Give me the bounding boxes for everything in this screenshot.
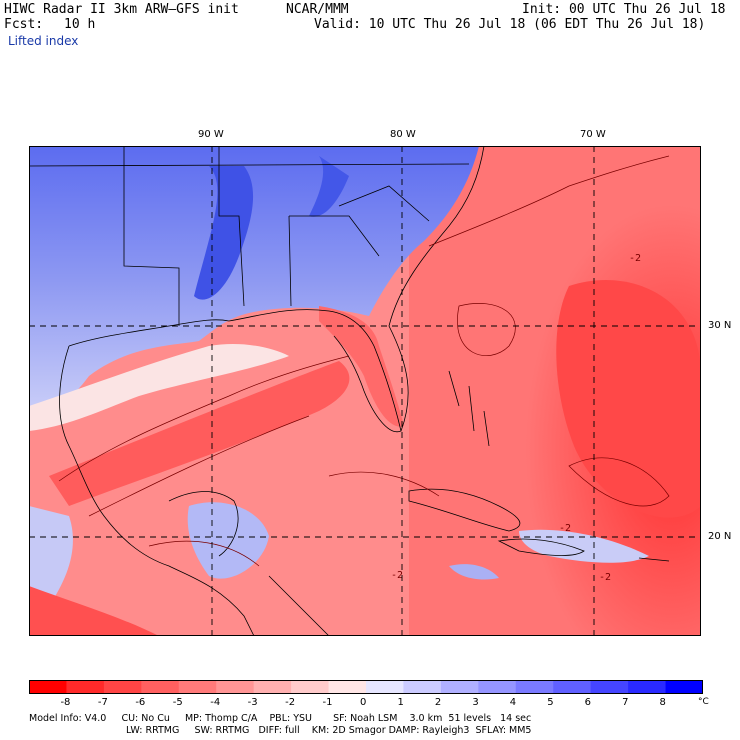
pacific-red-patch [29, 586, 159, 636]
coastlines [29, 146, 670, 636]
colorbar-swatch [328, 680, 367, 694]
caribbean-blue-patch [519, 529, 649, 563]
colorbar-tick-label: -1 [322, 697, 333, 708]
lat-label-20n: 20 N [708, 531, 732, 542]
colorbar-tick-label: -7 [97, 697, 108, 708]
colorbar-swatch [553, 680, 592, 694]
colorbar-swatch [403, 680, 442, 694]
colorbar-swatch [590, 680, 629, 694]
lon-label-70w: 70 W [580, 129, 606, 140]
colorbar-frame [29, 680, 703, 694]
colorbar-tick-label: -3 [247, 697, 258, 708]
colorbar-tick-label: -5 [172, 697, 183, 708]
colorbar-tick-label: -4 [210, 697, 221, 708]
colorbar-swatch [628, 680, 667, 694]
model-title: HIWC Radar II 3km ARW–GFS init [4, 2, 239, 17]
colorbar-swatch [216, 680, 255, 694]
colorbar-swatch [366, 680, 404, 694]
us-land-region [29, 146, 479, 411]
colorbar-tick-label: 3 [472, 697, 479, 708]
colorbar-tick-label: 5 [547, 697, 554, 708]
colorbar-swatch [478, 680, 517, 694]
florida-region [319, 306, 404, 427]
init-time: Init: 00 UTC Thu 26 Jul 18 [522, 2, 726, 17]
colorbar-swatch [515, 680, 554, 694]
colorbar [29, 680, 703, 694]
field-name: Lifted index [8, 34, 79, 48]
colorbar-swatch [66, 680, 105, 694]
gulf-red-streak [49, 361, 350, 506]
gulf-light-band [29, 344, 289, 431]
deep-blue-band-2 [309, 156, 349, 217]
contour-label: -2 [391, 570, 403, 581]
colorbar-tick-label: -2 [285, 697, 296, 708]
colorbar-swatch [103, 680, 142, 694]
colorbar-tick-label: -8 [60, 697, 71, 708]
colorbar-tick-label: -6 [135, 697, 146, 708]
colorbar-swatch [440, 680, 479, 694]
cuba-light-patch [449, 564, 499, 580]
model-info-line-1: Model Info: V4.0 CU: No Cu MP: Thomp C/A… [29, 713, 532, 724]
lat-lon-grid [29, 146, 701, 636]
org-label: NCAR/MMM [286, 2, 349, 17]
lat-label-30n: 30 N [708, 320, 732, 331]
lon-label-80w: 80 W [390, 129, 416, 140]
contour-label: -2 [559, 523, 571, 534]
colorbar-unit: °C [698, 697, 709, 707]
fcst-value: 10 h [64, 17, 96, 32]
colorbar-tick-label: 6 [584, 697, 592, 708]
colorbar-swatch [141, 680, 180, 694]
deep-blue-band [194, 166, 254, 300]
colorbar-swatch [178, 680, 217, 694]
yucatan-blue-patch [29, 506, 73, 616]
colorbar-tick-label: 2 [434, 697, 442, 708]
fcst-label: Fcst: [4, 17, 44, 32]
contour-label: -2 [599, 572, 611, 583]
contour-lines [58, 155, 670, 567]
valid-time: Valid: 10 UTC Thu 26 Jul 18 (06 EDT Thu … [314, 17, 706, 32]
colorbar-swatch [29, 680, 67, 694]
model-info-line-2: LW: RRTMG SW: RRTMG DIFF: full KM: 2D Sm… [126, 725, 532, 736]
colorbar-tick-label: 0 [360, 697, 367, 708]
colorbar-tick-label: 4 [509, 697, 517, 708]
colorbar-tick-label: 1 [397, 697, 404, 708]
mexico-blue-patch [187, 502, 269, 579]
colorbar-tick-label: 8 [659, 697, 666, 708]
colorbar-swatch [253, 680, 292, 694]
map-frame [29, 146, 701, 636]
contour-label: -2 [629, 253, 641, 264]
colorbar-swatch [665, 680, 703, 694]
colorbar-swatch [291, 680, 330, 694]
colorbar-tick-label: 7 [622, 697, 629, 708]
lon-label-90w: 90 W [198, 129, 224, 140]
lifted-index-map: -2 -2 -2 -2 [29, 146, 701, 636]
